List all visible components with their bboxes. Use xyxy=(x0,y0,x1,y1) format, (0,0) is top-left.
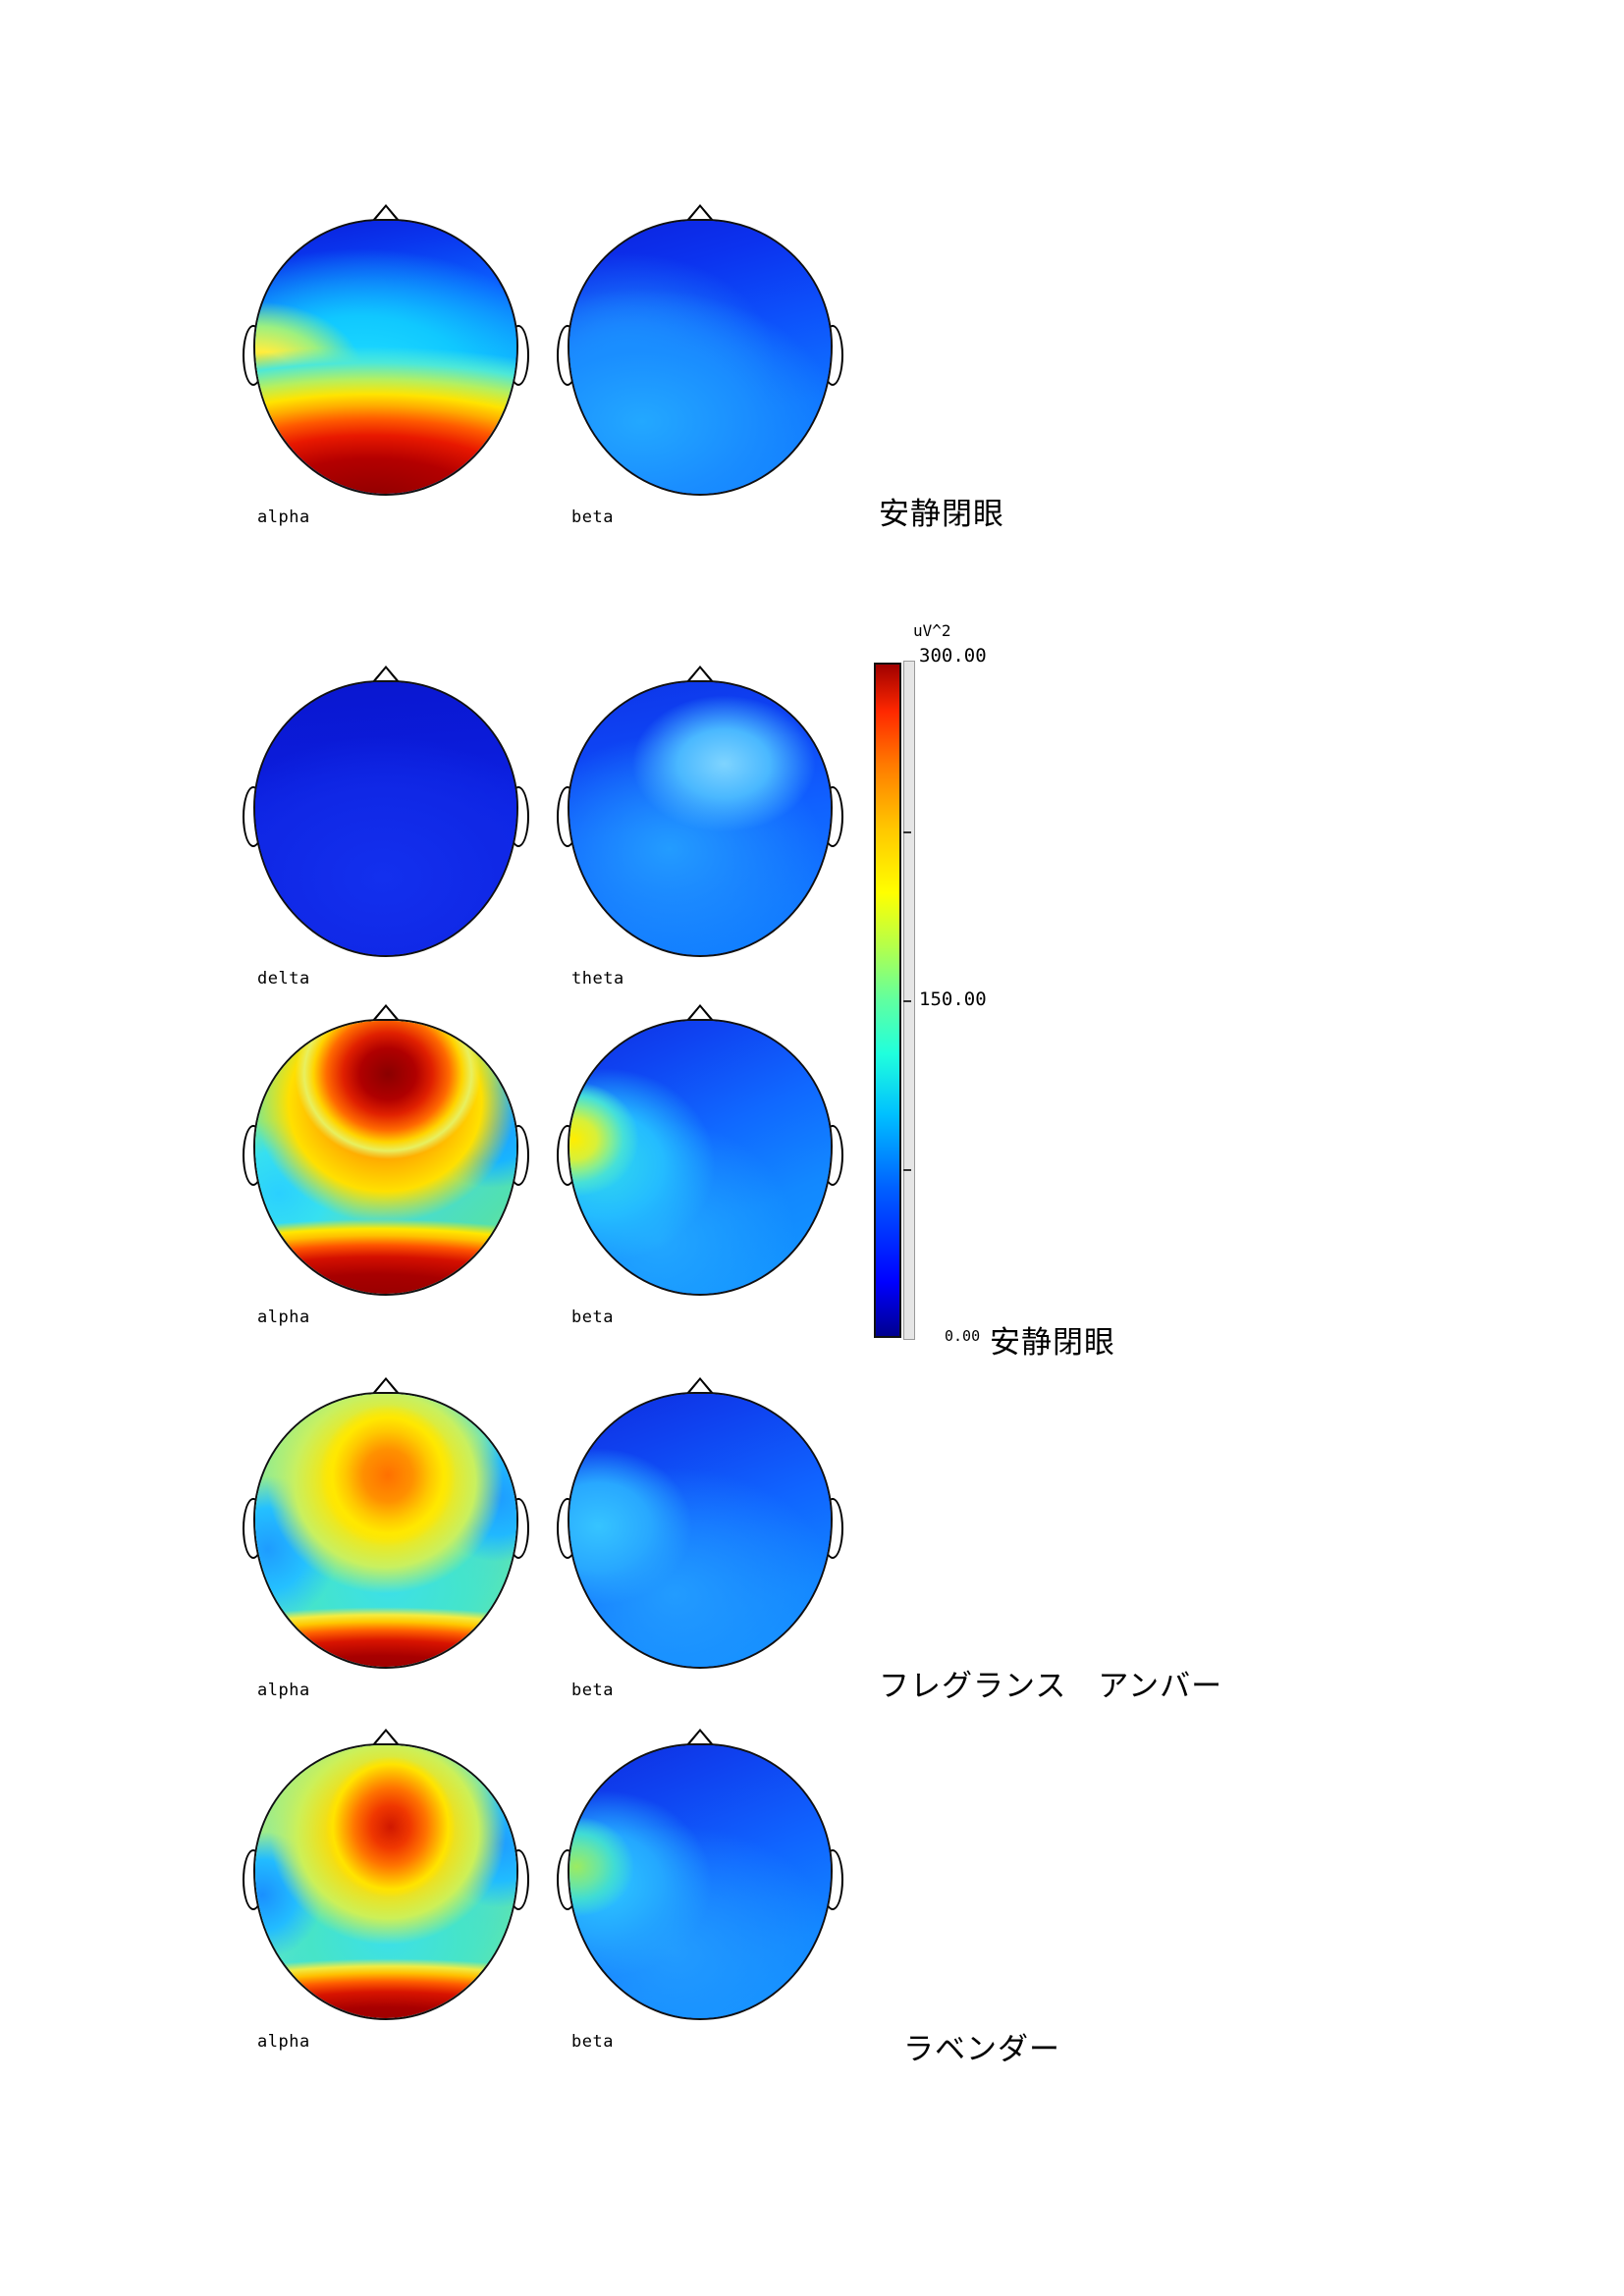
heat-field xyxy=(569,1745,831,2018)
scalp-area xyxy=(568,680,833,957)
band-label-theta: theta xyxy=(571,969,624,988)
topomap-row3-alpha: alpha xyxy=(243,1374,529,1700)
heat-field xyxy=(255,682,516,955)
heat-field xyxy=(569,682,831,955)
head-outline xyxy=(243,666,529,957)
band-label-beta: beta xyxy=(571,1681,614,1700)
condition-label-row3: フレグランス アンバー xyxy=(879,1669,1223,1704)
scalp-area xyxy=(253,1019,518,1296)
scalp-area xyxy=(568,1743,833,2020)
heat-field xyxy=(255,1394,516,1667)
condition-label-row2: 安静閉眼 xyxy=(990,1325,1115,1361)
head-outline xyxy=(243,1004,529,1296)
colorbar-tick-mid xyxy=(903,1000,911,1002)
band-label-alpha: alpha xyxy=(257,507,310,527)
band-label-alpha: alpha xyxy=(257,2032,310,2052)
head-outline xyxy=(557,666,843,957)
band-label-beta: beta xyxy=(571,2032,614,2052)
scalp-area xyxy=(568,1392,833,1669)
head-outline xyxy=(557,1377,843,1669)
band-label-beta: beta xyxy=(571,1308,614,1327)
band-label-alpha: alpha xyxy=(257,1681,310,1700)
heat-field xyxy=(569,1394,831,1667)
colorbar-unit-label: uV^2 xyxy=(913,621,951,640)
condition-label-row4: ラベンダー xyxy=(903,2032,1060,2067)
condition-label-row1: 安静閉眼 xyxy=(879,497,1004,532)
colorbar-gradient xyxy=(874,663,901,1338)
heat-field xyxy=(255,221,516,494)
head-outline xyxy=(557,204,843,496)
topomap-row3-beta: beta xyxy=(557,1374,843,1700)
topomap-row2-theta: theta xyxy=(557,663,843,988)
topomap-row2-beta: beta xyxy=(557,1001,843,1327)
head-outline xyxy=(557,1729,843,2020)
scalp-area xyxy=(253,680,518,957)
band-label-delta: delta xyxy=(257,969,310,988)
head-outline xyxy=(243,1377,529,1669)
colorbar-tick-lower xyxy=(903,1169,911,1171)
topomap-row2-alpha: alpha xyxy=(243,1001,529,1327)
colorbar-tick-upper xyxy=(903,831,911,833)
colorbar-min-label: 0.00 xyxy=(945,1327,981,1345)
topomap-row1-beta: beta xyxy=(557,201,843,527)
topomap-row4-beta: beta xyxy=(557,1726,843,2052)
heat-field xyxy=(569,221,831,494)
scalp-area xyxy=(253,1392,518,1669)
scalp-area xyxy=(253,219,518,496)
band-label-alpha: alpha xyxy=(257,1308,310,1327)
scalp-area xyxy=(568,1019,833,1296)
colorbar-max-label: 300.00 xyxy=(919,645,987,667)
heat-field xyxy=(255,1021,516,1294)
head-outline xyxy=(557,1004,843,1296)
band-label-beta: beta xyxy=(571,507,614,527)
topomap-row4-alpha: alpha xyxy=(243,1726,529,2052)
colorbar-mid-label: 150.00 xyxy=(919,988,987,1010)
topomap-row2-delta: delta xyxy=(243,663,529,988)
topomap-row1-alpha: alpha xyxy=(243,201,529,527)
heat-field xyxy=(569,1021,831,1294)
heat-field xyxy=(255,1745,516,2018)
scalp-area xyxy=(568,219,833,496)
head-outline xyxy=(243,1729,529,2020)
scalp-area xyxy=(253,1743,518,2020)
head-outline xyxy=(243,204,529,496)
